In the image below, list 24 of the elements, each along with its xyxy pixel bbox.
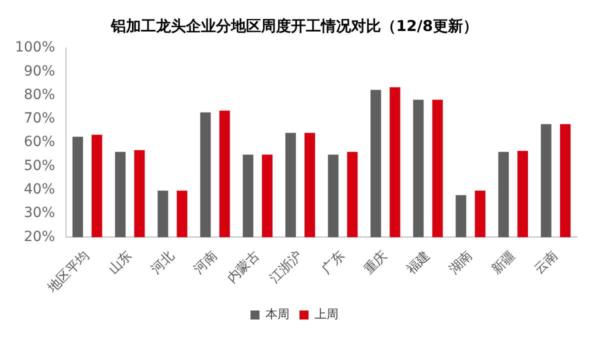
legend-label: 上周 bbox=[314, 307, 338, 322]
y-tick-label: 70% bbox=[24, 110, 56, 127]
x-tick-label: 山东 bbox=[106, 248, 136, 278]
y-tick-label: 40% bbox=[24, 182, 56, 198]
y-tick-label: 60% bbox=[24, 134, 56, 150]
x-tick-label: 福建 bbox=[404, 248, 434, 278]
x-tick-label: 湖南 bbox=[446, 248, 476, 278]
chart-title: 铝加工龙头企业分地区周度开工情况对比（12/8更新） bbox=[110, 16, 478, 35]
x-tick-label: 云南 bbox=[532, 248, 561, 278]
x-tick-label: 江浙沪 bbox=[266, 248, 306, 287]
legend-label: 本周 bbox=[266, 307, 290, 322]
y-tick-label: 20% bbox=[24, 228, 56, 245]
x-tick-label: 广东 bbox=[319, 248, 348, 278]
x-tick-label: 河南 bbox=[191, 248, 220, 278]
x-tick-label: 重庆 bbox=[362, 248, 391, 278]
y-tick-label: 80% bbox=[24, 86, 56, 103]
x-tick-label: 河北 bbox=[148, 248, 178, 278]
y-tick-label: 30% bbox=[24, 205, 56, 222]
y-tick-label: 50% bbox=[24, 158, 56, 174]
y-tick-label: 90% bbox=[24, 63, 56, 80]
x-tick-label: 新疆 bbox=[489, 248, 518, 278]
y-tick-label: 100% bbox=[14, 40, 56, 56]
x-tick-label: 内蒙古 bbox=[224, 248, 263, 287]
x-tick-label: 地区平均 bbox=[44, 248, 93, 296]
